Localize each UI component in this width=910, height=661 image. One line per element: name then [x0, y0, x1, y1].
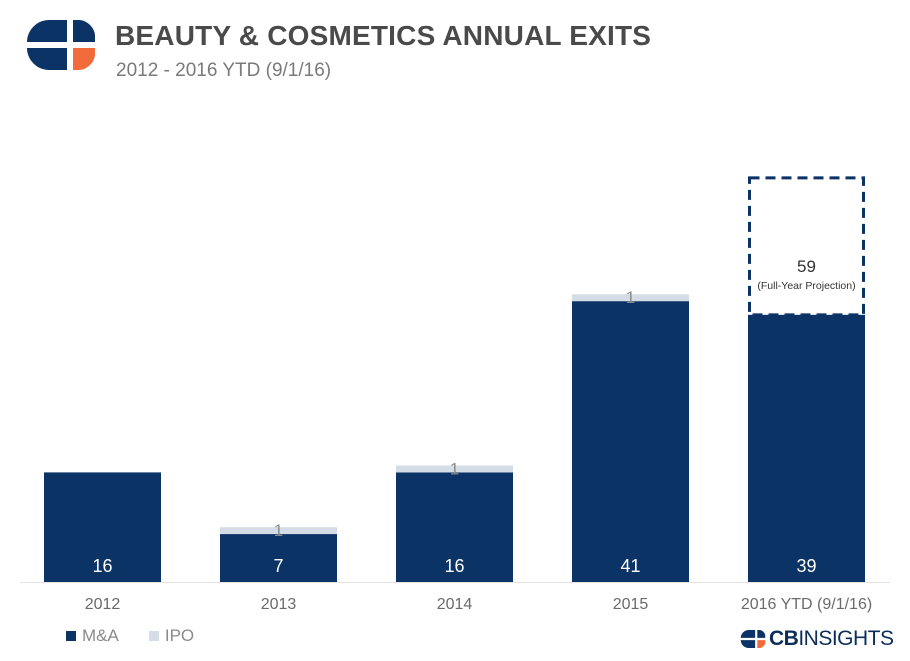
cb-insights-logo-icon [27, 20, 95, 70]
brand-light: INSIGHTS [798, 627, 894, 650]
bar-ipo-1 [220, 527, 337, 535]
brand-bold: CB [769, 627, 799, 650]
data-label-ipo-3: 1 [626, 288, 635, 307]
brand-text: CBINSIGHTS [769, 627, 894, 651]
projection-value-label: 59 [797, 257, 816, 276]
legend-item-ipo: IPO [148, 626, 195, 646]
data-label-ipo-2: 1 [450, 459, 459, 478]
chart-title: BEAUTY & COSMETICS ANNUAL EXITS [115, 20, 652, 51]
bar-ma-2 [396, 472, 513, 582]
x-tick-label-4: 2016 YTD (9/1/16) [741, 596, 872, 613]
data-label-ma-3: 41 [620, 556, 640, 576]
cb-insights-small-icon [740, 630, 766, 648]
x-tick-label-2: 2014 [437, 596, 473, 613]
bar-ma-3 [572, 301, 689, 582]
data-label-ma-2: 16 [444, 556, 464, 576]
legend: M&A IPO [66, 626, 224, 646]
legend-label-ma: M&A [82, 626, 119, 645]
data-label-ma-1: 7 [273, 556, 283, 576]
bar-ma-4 [748, 314, 865, 582]
bar-ipo-2 [396, 465, 513, 473]
x-tick-label-3: 2015 [613, 596, 649, 613]
data-label-ma-4: 39 [796, 556, 816, 576]
bar-ma-0 [44, 472, 161, 582]
x-tick-label-1: 2013 [261, 596, 297, 613]
cb-insights-brand: CBINSIGHTS [740, 627, 894, 651]
data-label-ipo-1: 1 [274, 521, 283, 540]
legend-swatch-ipo [148, 631, 159, 641]
legend-swatch-ma [66, 631, 76, 641]
chart-subtitle: 2012 - 2016 YTD (9/1/16) [116, 60, 332, 81]
bar-ma-1 [220, 534, 337, 582]
projection-note-label: (Full-Year Projection) [757, 280, 855, 292]
legend-item-ma: M&A [66, 626, 119, 646]
bar-ipo-3 [572, 294, 689, 302]
projection-box [748, 176, 865, 317]
x-tick-label-0: 2012 [85, 596, 121, 613]
data-label-ma-0: 16 [92, 556, 112, 576]
legend-label-ipo: IPO [164, 626, 195, 645]
